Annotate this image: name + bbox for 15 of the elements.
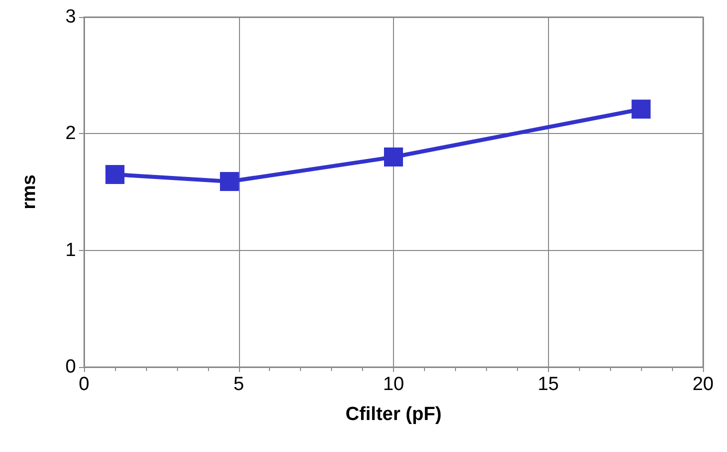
x-tick-label: 20 xyxy=(692,374,714,395)
x-tick-label: 10 xyxy=(382,374,404,395)
point xyxy=(384,148,403,166)
y-tick-label: 2 xyxy=(65,123,76,144)
x-axis-title: Cfilter (pF) xyxy=(345,404,442,425)
x-tick-label: 5 xyxy=(233,374,244,395)
point xyxy=(632,100,651,119)
x-tick-label: 15 xyxy=(538,374,559,395)
y-tick-label: 3 xyxy=(65,6,76,28)
point xyxy=(105,165,124,184)
y-axis-title: rms xyxy=(19,174,40,210)
x-tick-label: 0 xyxy=(78,374,90,395)
point xyxy=(220,172,239,191)
y-tick-label: 1 xyxy=(65,240,76,261)
y-tick-label: 0 xyxy=(65,356,76,378)
